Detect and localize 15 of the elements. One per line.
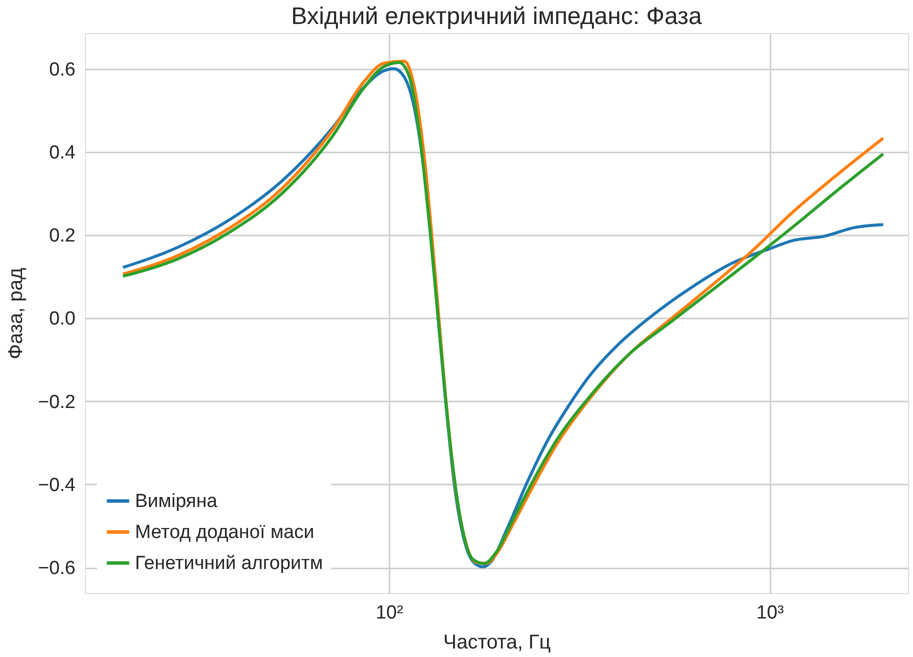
- y-tick-label: 0.6: [49, 59, 76, 80]
- chart-title: Вхідний електричний імпеданс: Фаза: [291, 3, 703, 30]
- y-tick-label: 0.4: [49, 142, 76, 164]
- x-tick-label: 10³: [756, 602, 784, 624]
- y-axis-title: Фаза, рад: [4, 267, 27, 360]
- y-tick-label: −0.4: [38, 474, 76, 496]
- legend-label: Генетичний алгоритм: [135, 553, 323, 574]
- legend-label: Метод доданої маси: [135, 522, 314, 543]
- y-tick-label: 0.0: [49, 308, 76, 330]
- y-tick-label: 0.2: [49, 226, 76, 247]
- y-tick-label: −0.2: [38, 392, 76, 413]
- legend-label: Виміряна: [135, 491, 218, 512]
- x-axis-title: Частота, Гц: [443, 632, 551, 654]
- x-tick-label: 10²: [376, 602, 404, 624]
- y-tick-label: −0.6: [38, 558, 76, 580]
